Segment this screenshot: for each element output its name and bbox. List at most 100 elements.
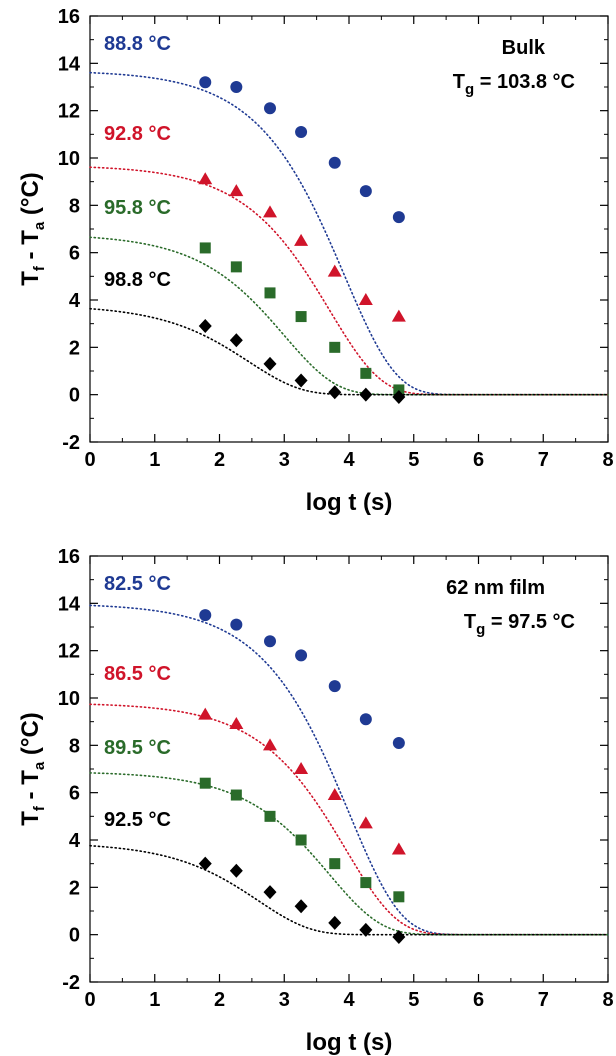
x-tick-label: 2 xyxy=(214,989,225,1011)
x-tick-label: 4 xyxy=(343,989,355,1011)
y-tick-label: 12 xyxy=(58,101,80,123)
data-point xyxy=(358,293,373,305)
data-point xyxy=(295,125,308,138)
tg-label: Tg = 103.8 °C xyxy=(453,71,575,98)
series-2: 92.8 °C xyxy=(89,123,609,396)
y-tick-label: 4 xyxy=(69,290,81,312)
fit-curve xyxy=(89,236,609,396)
data-point xyxy=(393,384,405,396)
fit-curve xyxy=(89,844,609,936)
data-point xyxy=(230,81,243,93)
series-label: 98.8 °C xyxy=(104,269,171,291)
data-point xyxy=(263,356,277,371)
data-point xyxy=(263,205,278,218)
y-tick-label: -2 xyxy=(62,432,80,454)
data-point xyxy=(263,885,277,900)
series-label: 89.5 °C xyxy=(104,737,171,759)
y-tick-label: 12 xyxy=(58,641,80,663)
y-tick-label: 16 xyxy=(58,546,80,568)
data-point xyxy=(392,930,406,945)
series-4: 98.8 °C xyxy=(89,269,609,405)
series-3: 89.5 °C xyxy=(89,737,609,936)
series-label: 86.5 °C xyxy=(104,663,171,685)
x-axis-label: log t (s) xyxy=(306,1029,393,1056)
x-tick-label: 7 xyxy=(538,449,549,471)
x-tick-label: 1 xyxy=(149,989,160,1011)
sample-label: 62 nm film xyxy=(446,577,545,599)
data-point xyxy=(264,102,277,115)
y-tick-label: 0 xyxy=(69,385,80,407)
y-tick-label: 8 xyxy=(69,195,80,217)
sample-label: Bulk xyxy=(502,37,546,59)
data-point xyxy=(198,707,213,720)
data-point xyxy=(230,618,243,631)
data-point xyxy=(392,211,405,224)
data-point xyxy=(198,856,212,871)
data-point xyxy=(329,858,341,870)
data-point xyxy=(360,877,372,889)
y-tick-label: 6 xyxy=(69,783,80,805)
data-point xyxy=(230,261,242,273)
data-point xyxy=(359,922,373,937)
y-tick-label: 8 xyxy=(69,735,80,757)
series-1: 82.5 °C xyxy=(89,573,609,936)
x-tick-label: 6 xyxy=(473,449,484,471)
data-point xyxy=(264,810,276,822)
data-point xyxy=(229,333,243,348)
y-tick-label: 10 xyxy=(58,688,80,710)
y-tick-label: 4 xyxy=(69,830,81,852)
y-axis-label: Tf - Ta (°C) xyxy=(17,712,48,826)
x-tick-label: 7 xyxy=(538,989,549,1011)
data-point xyxy=(328,385,342,400)
data-point xyxy=(328,680,341,693)
y-tick-label: 14 xyxy=(58,53,81,75)
tg-label: Tg = 97.5 °C xyxy=(464,611,575,638)
data-point xyxy=(327,264,342,277)
data-point xyxy=(199,777,211,789)
data-point xyxy=(328,156,341,169)
series-label: 92.8 °C xyxy=(104,123,171,145)
x-tick-label: 8 xyxy=(602,989,613,1011)
data-point xyxy=(229,717,244,730)
data-point xyxy=(264,287,276,299)
data-point xyxy=(198,172,213,185)
data-point xyxy=(360,367,372,379)
x-tick-label: 3 xyxy=(279,449,290,471)
x-tick-label: 3 xyxy=(279,989,290,1011)
data-point xyxy=(392,736,405,749)
data-point xyxy=(199,609,212,622)
fit-curve xyxy=(89,71,609,396)
series-label: 92.5 °C xyxy=(104,809,171,831)
x-tick-label: 8 xyxy=(602,449,613,471)
x-tick-label: 5 xyxy=(408,989,419,1011)
data-point xyxy=(294,233,309,246)
fit-curve xyxy=(89,307,609,396)
data-point xyxy=(295,649,308,662)
y-axis-label: Tf - Ta (°C) xyxy=(17,172,48,286)
x-tick-label: 2 xyxy=(214,449,225,471)
data-point xyxy=(295,834,307,846)
data-point xyxy=(199,76,212,89)
data-point xyxy=(294,762,309,774)
y-tick-label: 2 xyxy=(69,877,80,899)
data-point xyxy=(294,899,308,914)
data-point xyxy=(264,635,277,648)
data-point xyxy=(328,915,342,930)
series-label: 95.8 °C xyxy=(104,197,171,219)
y-tick-label: 0 xyxy=(69,925,80,947)
data-point xyxy=(393,891,405,903)
data-point xyxy=(229,184,244,197)
data-point xyxy=(391,309,406,322)
y-tick-label: 16 xyxy=(58,6,80,28)
data-point xyxy=(230,789,242,801)
series-2: 86.5 °C xyxy=(89,663,609,936)
data-point xyxy=(294,373,308,388)
data-point xyxy=(358,816,373,829)
series-3: 95.8 °C xyxy=(89,197,609,396)
y-tick-label: 2 xyxy=(69,337,80,359)
x-tick-label: 6 xyxy=(473,989,484,1011)
series-label: 82.5 °C xyxy=(104,573,171,595)
y-tick-label: 10 xyxy=(58,148,80,170)
